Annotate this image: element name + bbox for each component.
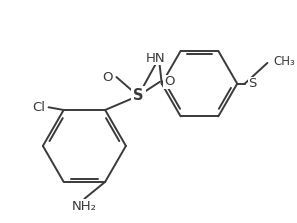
Text: O: O (164, 75, 175, 88)
Text: S: S (249, 77, 257, 90)
Text: CH₃: CH₃ (273, 55, 295, 68)
Text: Cl: Cl (33, 101, 46, 114)
Text: NH₂: NH₂ (72, 200, 97, 213)
Text: O: O (103, 70, 113, 84)
Text: HN: HN (145, 52, 165, 65)
Text: S: S (133, 89, 143, 103)
